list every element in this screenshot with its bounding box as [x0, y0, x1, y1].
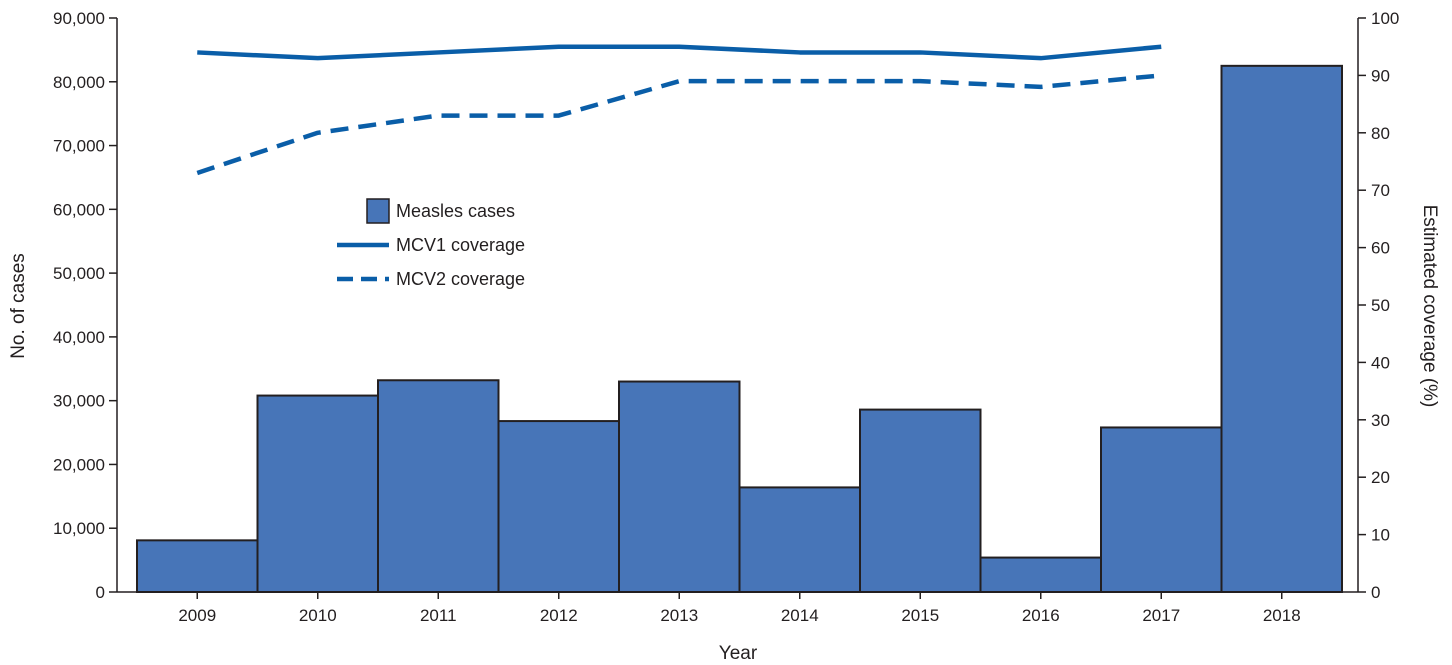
- axes-layer: 0 10,000 20,000 30,000 40,000 50,000 60,000 70,…: [53, 9, 1399, 625]
- x-tick-label: 2014: [781, 606, 819, 625]
- legend-swatch-bar: [366, 198, 390, 224]
- left-tick-label: 80,000: [53, 73, 105, 92]
- right-tick-label: 70: [1371, 181, 1390, 200]
- left-tick-label: 0: [96, 583, 105, 602]
- bar-2015: [859, 408, 982, 593]
- x-tick-label: 2012: [540, 606, 578, 625]
- left-tick-label: 10,000: [53, 519, 105, 538]
- right-tick-label: 20: [1371, 468, 1390, 487]
- x-tick-label: 2016: [1022, 606, 1060, 625]
- left-tick-label: 30,000: [53, 392, 105, 411]
- x-axis-title: Year: [719, 643, 758, 664]
- left-axis-title: No. of cases: [8, 253, 29, 359]
- right-tick-label: 0: [1371, 583, 1380, 602]
- right-tick-label: 90: [1371, 66, 1390, 85]
- left-tick-label: 70,000: [53, 137, 105, 156]
- bar-2014: [738, 486, 861, 594]
- bar-2017: [1100, 426, 1223, 593]
- bar-2009: [136, 539, 259, 594]
- bar-2013: [618, 380, 741, 593]
- right-tick-label: 30: [1371, 411, 1390, 430]
- x-tick-label: 2011: [420, 606, 457, 625]
- left-tick-label: 60,000: [53, 200, 105, 219]
- x-tick-label: 2018: [1263, 606, 1301, 625]
- mcv1-coverage-line: [197, 44, 1162, 61]
- left-tick-label: 90,000: [53, 9, 105, 28]
- bar-2018: [1220, 64, 1343, 594]
- x-tick-label: 2010: [299, 606, 337, 625]
- right-tick-label: 80: [1371, 124, 1390, 143]
- left-tick-label: 40,000: [53, 328, 105, 347]
- legend-label: MCV1 coverage: [396, 235, 525, 255]
- left-tick-label: 50,000: [53, 264, 105, 283]
- x-tick-label: 2017: [1142, 606, 1180, 625]
- mcv2-coverage-line: [196, 73, 1162, 176]
- x-tick-label: 2013: [660, 606, 698, 625]
- legend-label: MCV2 coverage: [396, 269, 525, 289]
- bar-2012: [497, 420, 620, 593]
- right-tick-label: 10: [1371, 526, 1390, 545]
- lines-layer: [196, 44, 1162, 176]
- legend-label: Measles cases: [396, 201, 515, 221]
- bar-2011: [377, 379, 500, 593]
- right-tick-label: 100: [1371, 9, 1399, 28]
- bar-2016: [979, 556, 1102, 593]
- right-axis-title: Estimated coverage (%): [1419, 205, 1440, 408]
- right-tick-label: 60: [1371, 239, 1390, 258]
- x-tick-label: 2009: [178, 606, 216, 625]
- right-tick-label: 40: [1371, 353, 1390, 372]
- legend: Measles cases MCV1 coverage MCV2 coverage: [337, 198, 525, 289]
- x-tick-label: 2015: [901, 606, 939, 625]
- right-tick-label: 50: [1371, 296, 1390, 315]
- bars-layer: [136, 64, 1343, 594]
- left-tick-label: 20,000: [53, 455, 105, 474]
- bar-2010: [256, 394, 379, 594]
